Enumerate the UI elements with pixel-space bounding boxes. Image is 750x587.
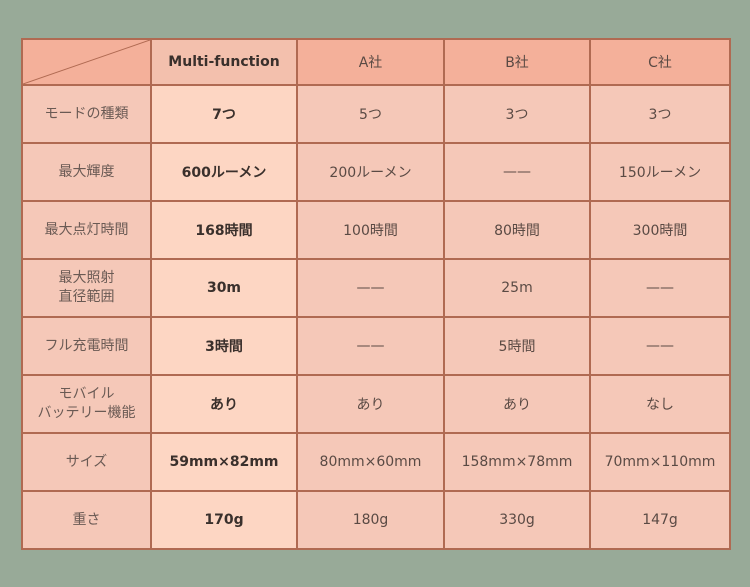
table-row: 最大点灯時間 168時間 100時間 80時間 300時間 — [21, 200, 731, 260]
table-cell: —— — [296, 316, 445, 376]
table-cell: 3つ — [443, 84, 591, 144]
table-cell: 147g — [589, 490, 731, 550]
table-cell: —— — [589, 258, 731, 318]
table-row: 重さ 170g 180g 330g 147g — [21, 490, 731, 550]
column-header-c: C社 — [589, 38, 731, 86]
table-cell: 3時間 — [150, 316, 298, 376]
row-label: サイズ — [21, 432, 152, 492]
table-cell: 70mm×110mm — [589, 432, 731, 492]
table-cell: 330g — [443, 490, 591, 550]
row-label: 最大輝度 — [21, 142, 152, 202]
table-cell: 168時間 — [150, 200, 298, 260]
table-cell: 200ルーメン — [296, 142, 445, 202]
row-label: モードの種類 — [21, 84, 152, 144]
column-header-a: A社 — [296, 38, 445, 86]
table-row: フル充電時間 3時間 —— 5時間 —— — [21, 316, 731, 376]
table-row: 最大輝度 600ルーメン 200ルーメン —— 150ルーメン — [21, 142, 731, 202]
table-cell: 150ルーメン — [589, 142, 731, 202]
table-cell: —— — [443, 142, 591, 202]
row-label: フル充電時間 — [21, 316, 152, 376]
table-cell: —— — [296, 258, 445, 318]
table-cell: 59mm×82mm — [150, 432, 298, 492]
row-label: 最大照射 直径範囲 — [21, 258, 152, 318]
table-cell: なし — [589, 374, 731, 434]
table-cell: 300時間 — [589, 200, 731, 260]
table-row: モバイル バッテリー機能 あり あり あり なし — [21, 374, 731, 434]
row-label: 最大点灯時間 — [21, 200, 152, 260]
column-header-b: B社 — [443, 38, 591, 86]
row-label: 重さ — [21, 490, 152, 550]
comparison-table: Multi-function A社 B社 C社 モードの種類 7つ 5つ 3つ 3つ 最大… — [21, 38, 731, 550]
table-cell: 80時間 — [443, 200, 591, 260]
table-cell: 600ルーメン — [150, 142, 298, 202]
table-cell: 30m — [150, 258, 298, 318]
table-cell: 7つ — [150, 84, 298, 144]
table-cell: 80mm×60mm — [296, 432, 445, 492]
table-cell: —— — [589, 316, 731, 376]
row-label: モバイル バッテリー機能 — [21, 374, 152, 434]
table-cell: 158mm×78mm — [443, 432, 591, 492]
table-cell: 3つ — [589, 84, 731, 144]
column-header-multi-function: Multi-function — [150, 38, 298, 86]
table-cell: 25m — [443, 258, 591, 318]
header-row: Multi-function A社 B社 C社 — [21, 38, 731, 86]
table-row: サイズ 59mm×82mm 80mm×60mm 158mm×78mm 70mm×110m… — [21, 432, 731, 492]
corner-cell — [21, 38, 152, 86]
table-cell: 100時間 — [296, 200, 445, 260]
table-cell: 5つ — [296, 84, 445, 144]
table-cell: あり — [150, 374, 298, 434]
table-cell: 180g — [296, 490, 445, 550]
table-cell: 5時間 — [443, 316, 591, 376]
table-row: 最大照射 直径範囲 30m —— 25m —— — [21, 258, 731, 318]
table-row: モードの種類 7つ 5つ 3つ 3つ — [21, 84, 731, 144]
table-cell: 170g — [150, 490, 298, 550]
table-cell: あり — [443, 374, 591, 434]
table-cell: あり — [296, 374, 445, 434]
